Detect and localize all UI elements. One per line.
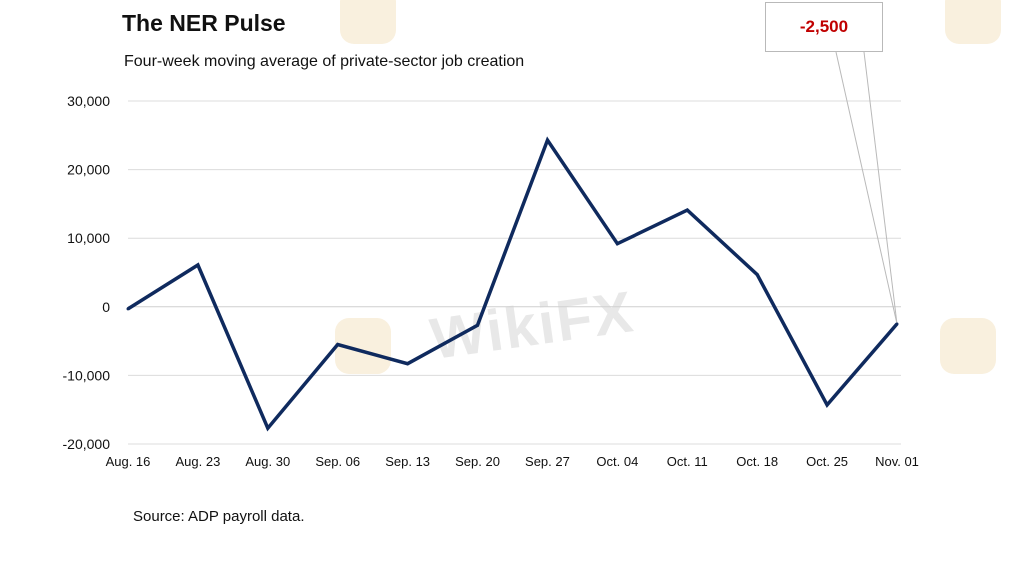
x-tick-label: Sep. 13 bbox=[385, 454, 430, 469]
data-point bbox=[545, 138, 549, 142]
x-tick-label: Oct. 25 bbox=[806, 454, 848, 469]
data-point bbox=[196, 263, 200, 267]
data-point bbox=[895, 322, 899, 326]
watermark-logo-icon bbox=[945, 0, 1001, 44]
x-tick-label: Oct. 18 bbox=[736, 454, 778, 469]
y-tick-label: 20,000 bbox=[67, 162, 110, 178]
y-tick-label: 30,000 bbox=[67, 93, 110, 109]
watermark-logo-icon bbox=[940, 318, 996, 374]
data-point bbox=[825, 403, 829, 407]
x-tick-label: Sep. 27 bbox=[525, 454, 570, 469]
source-note: Source: ADP payroll data. bbox=[133, 508, 305, 525]
x-tick-label: Nov. 01 bbox=[875, 454, 919, 469]
callout-leader-line bbox=[835, 51, 898, 325]
y-tick-label: -10,000 bbox=[63, 367, 111, 383]
x-tick-label: Sep. 20 bbox=[455, 454, 500, 469]
x-axis-ticks: Aug. 16 Aug. 23 Aug. 30 Sep. 06 Sep. 13 Sep. … bbox=[106, 454, 919, 469]
series-lines bbox=[126, 136, 899, 432]
x-tick-label: Aug. 30 bbox=[245, 454, 290, 469]
data-point bbox=[476, 323, 480, 327]
data-point bbox=[755, 273, 759, 277]
callout-leader-line bbox=[863, 51, 898, 325]
x-tick-label: Oct. 11 bbox=[667, 454, 708, 469]
data-point bbox=[266, 426, 270, 430]
chart-subtitle: Four-week moving average of private-sect… bbox=[124, 53, 525, 70]
y-tick-label: -20,000 bbox=[63, 436, 111, 452]
series-line bbox=[127, 136, 899, 432]
grid-lines bbox=[128, 100, 901, 445]
data-point bbox=[406, 362, 410, 366]
y-tick-label: 0 bbox=[102, 299, 110, 315]
callout-leader-lines bbox=[835, 51, 898, 325]
watermark-logo-icon bbox=[340, 0, 396, 44]
y-axis-ticks: -20,000 -10,000 0 10,000 20,000 30,000 bbox=[63, 93, 111, 452]
data-point bbox=[336, 343, 340, 347]
data-point bbox=[126, 307, 130, 311]
x-tick-label: Aug. 16 bbox=[106, 454, 151, 469]
value-callout: -2,500 bbox=[765, 2, 883, 52]
x-tick-label: Oct. 04 bbox=[596, 454, 638, 469]
chart-title: The NER Pulse bbox=[122, 10, 286, 36]
x-tick-label: Sep. 06 bbox=[315, 454, 360, 469]
x-tick-label: Aug. 23 bbox=[175, 454, 220, 469]
data-point bbox=[685, 208, 689, 212]
data-point bbox=[615, 242, 619, 246]
y-tick-label: 10,000 bbox=[67, 230, 110, 246]
